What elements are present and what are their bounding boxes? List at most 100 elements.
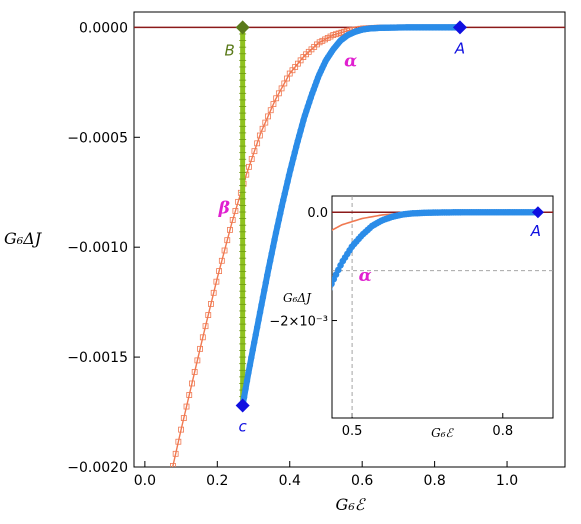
- alpha-marker: [271, 236, 278, 243]
- alpha-marker: [300, 116, 307, 124]
- beta-marker: [189, 380, 195, 387]
- alpha-marker: [261, 286, 268, 294]
- point-c-label: c: [239, 417, 248, 435]
- alpha-marker: [272, 229, 280, 237]
- point-a-marker: [452, 20, 467, 35]
- alpha-marker: [293, 143, 300, 150]
- beta-marker: [175, 438, 182, 445]
- alpha-marker: [262, 279, 270, 286]
- beta-marker: [227, 226, 233, 233]
- alpha-marker: [249, 346, 256, 354]
- inset-x-tick-label: 0.5: [342, 424, 363, 439]
- point-c-marker: [235, 398, 250, 413]
- alpha-marker: [245, 369, 252, 376]
- alpha-marker: [246, 361, 254, 369]
- beta-marker: [221, 247, 228, 254]
- beta-label: β: [218, 199, 230, 219]
- inset-points-layer: Aα: [359, 206, 544, 286]
- alpha-marker: [258, 301, 265, 309]
- main-x-tick-label: 1.0: [496, 473, 518, 489]
- main-series-layer: [134, 24, 565, 480]
- main-y-tick-label: −0.0015: [67, 350, 128, 366]
- alpha-marker: [248, 354, 255, 361]
- beta-marker: [216, 268, 223, 274]
- inset-x-axis-title: G₆ℰ: [431, 426, 454, 440]
- alpha-marker: [280, 196, 287, 204]
- alpha-marker: [295, 132, 303, 140]
- inset-alpha-marker: [324, 291, 331, 298]
- main-y-tick-label: −0.0005: [67, 130, 128, 146]
- alpha-marker: [290, 154, 297, 162]
- beta-marker: [170, 463, 176, 467]
- alpha-marker: [268, 250, 275, 257]
- alpha-marker: [284, 178, 291, 185]
- beta-marker: [183, 403, 190, 410]
- beta-marker: [232, 208, 239, 214]
- beta-marker: [168, 475, 173, 480]
- inset-x-ticks: 0.5 0.8: [342, 413, 513, 439]
- inset-point-a-label: A: [530, 222, 541, 240]
- alpha-marker: [287, 166, 294, 173]
- inset-point-a-marker: [531, 206, 544, 219]
- main-x-tick-label: 0.0: [134, 473, 156, 489]
- alpha-marker: [269, 243, 277, 250]
- alpha-marker: [264, 271, 271, 279]
- main-y-axis-title: G₆ΔJ: [4, 229, 43, 248]
- beta-marker: [267, 107, 274, 114]
- beta-marker: [248, 156, 255, 162]
- alpha-marker: [253, 324, 261, 331]
- beta-marker: [254, 140, 261, 147]
- beta-marker: [191, 369, 198, 375]
- beta-marker: [197, 345, 203, 352]
- main-points-layer: A Bc α β: [218, 20, 467, 435]
- point-b-marker: [235, 20, 250, 35]
- alpha-marker: [243, 377, 251, 385]
- inset-y-ticks: 0.0 −2×10⁻³: [269, 206, 337, 330]
- beta-marker: [246, 163, 252, 170]
- main-plot: 0.0 0.2 0.4 0.6 0.8 1.0 0.0000 −0.0005 −0.0010 −…: [4, 11, 566, 514]
- beta-marker: [208, 301, 214, 307]
- inset-x-tick-label: 0.8: [492, 424, 513, 439]
- main-y-tick-label: −0.0010: [67, 240, 128, 256]
- inset-y-axis-title: G₆ΔJ: [283, 291, 312, 305]
- beta-marker: [256, 132, 263, 139]
- beta-marker: [229, 217, 236, 223]
- point-b-label: B: [225, 41, 235, 59]
- beta-marker: [270, 101, 277, 107]
- alpha-marker: [266, 257, 274, 265]
- alpha-marker: [288, 160, 296, 168]
- alpha-marker: [252, 331, 259, 339]
- beta-marker: [213, 278, 220, 285]
- beta-marker: [186, 392, 193, 398]
- alpha-label: α: [344, 51, 357, 71]
- alpha-marker: [242, 385, 249, 393]
- beta-marker: [178, 426, 184, 433]
- alpha-marker: [285, 172, 293, 179]
- alpha-marker: [274, 223, 281, 230]
- beta-marker: [180, 415, 187, 421]
- main-x-tick-label: 0.4: [279, 473, 301, 489]
- alpha-marker: [265, 264, 272, 272]
- inset-plot: 0.5 0.8 0.0 −2×10⁻³ Aα G₆ℰ G₆ΔJ: [269, 195, 554, 440]
- main-x-ticks: 0.0 0.2 0.4 0.6 0.8 1.0: [134, 461, 518, 489]
- alpha-marker: [259, 294, 267, 301]
- alpha-marker: [281, 190, 288, 198]
- main-x-tick-label: 0.6: [351, 473, 373, 489]
- alpha-marker: [256, 309, 264, 316]
- alpha-marker: [275, 216, 283, 223]
- main-y-tick-label: 0.0000: [79, 20, 128, 36]
- beta-marker: [172, 450, 179, 457]
- main-y-ticks: 0.0000 −0.0005 −0.0010 −0.0015 −0.0020: [67, 20, 140, 476]
- beta-marker: [224, 237, 231, 244]
- alpha-marker: [298, 122, 306, 129]
- alpha-marker: [255, 316, 262, 324]
- alpha-marker: [282, 184, 290, 192]
- inset-alpha-label: α: [359, 266, 372, 286]
- inset-y-tick-label: 0.0: [307, 206, 328, 221]
- beta-marker: [199, 334, 206, 341]
- main-x-axis-title: G₆ℰ: [336, 495, 367, 514]
- alpha-marker: [277, 209, 284, 217]
- beta-marker: [194, 357, 201, 364]
- alpha-marker: [297, 127, 304, 134]
